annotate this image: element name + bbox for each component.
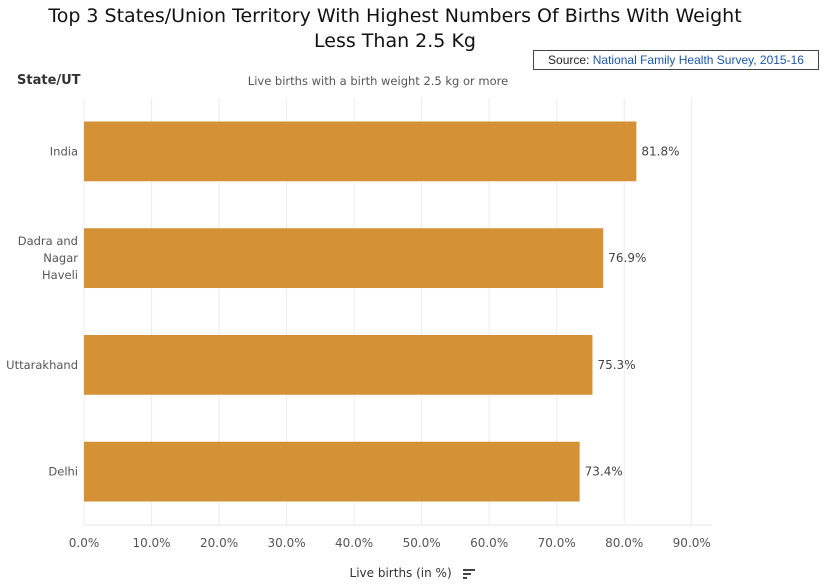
column-header: Live births with a birth weight 2.5 kg o… (247, 74, 509, 88)
category-label-line: Dadra and (18, 234, 78, 248)
source-box: Source: National Family Health Survey, 2… (533, 50, 819, 70)
x-tick-label: 80.0% (605, 536, 643, 550)
x-tick-label: 70.0% (538, 536, 576, 550)
x-axis-label: Live births (in %) (349, 566, 452, 580)
category-labels: India Dadra and Nagar Haveli Uttarakhand Delh… (6, 144, 78, 478)
source-link[interactable]: National Family Health Survey, 2015-16 (592, 53, 804, 67)
x-tick-label: 30.0% (268, 536, 306, 550)
x-tick-label: 50.0% (403, 536, 441, 550)
x-tick-label: 20.0% (200, 536, 238, 550)
sort-descending-icon[interactable] (463, 568, 476, 579)
value-label: 81.8% (641, 144, 679, 158)
x-tick-label: 90.0% (673, 536, 711, 550)
category-label: Dadra and Nagar Haveli (18, 234, 79, 282)
bar-chart: India Dadra and Nagar Haveli Uttarakhand Delh… (6, 98, 712, 550)
value-label: 76.9% (608, 251, 646, 265)
x-tick-label: 0.0% (69, 536, 100, 550)
x-tick-labels: 0.0% 10.0% 20.0% 30.0% 40.0% 50.0% 60.0% 70.0% 8… (69, 536, 711, 550)
chart-title: Top 3 States/Union Territory With Highes… (0, 4, 790, 54)
bar[interactable] (84, 121, 637, 182)
bars (84, 121, 637, 502)
category-label: Delhi (48, 465, 78, 479)
source-prefix: Source: (548, 53, 593, 67)
x-axis-label-wrap: Live births (in %) (0, 566, 825, 580)
category-label-line: Uttarakhand (6, 358, 78, 372)
category-label-line: India (50, 144, 78, 158)
value-labels: 81.8% 76.9% 75.3% 73.4% (585, 144, 680, 478)
row-header: State/UT (17, 73, 81, 88)
value-label: 75.3% (597, 358, 635, 372)
category-label: India (50, 144, 78, 158)
bar[interactable] (84, 441, 580, 502)
x-tick-label: 60.0% (470, 536, 508, 550)
chart-title-line-2: Less Than 2.5 Kg (314, 30, 476, 52)
category-label: Uttarakhand (6, 358, 78, 372)
category-label-line: Haveli (42, 268, 78, 282)
chart-title-line-1: Top 3 States/Union Territory With Highes… (48, 5, 742, 27)
bar[interactable] (84, 334, 593, 395)
bar[interactable] (84, 228, 604, 289)
value-label: 73.4% (585, 465, 623, 479)
category-label-line: Nagar (43, 251, 78, 265)
category-label-line: Delhi (48, 465, 78, 479)
x-tick-label: 40.0% (335, 536, 373, 550)
x-tick-label: 10.0% (132, 536, 170, 550)
